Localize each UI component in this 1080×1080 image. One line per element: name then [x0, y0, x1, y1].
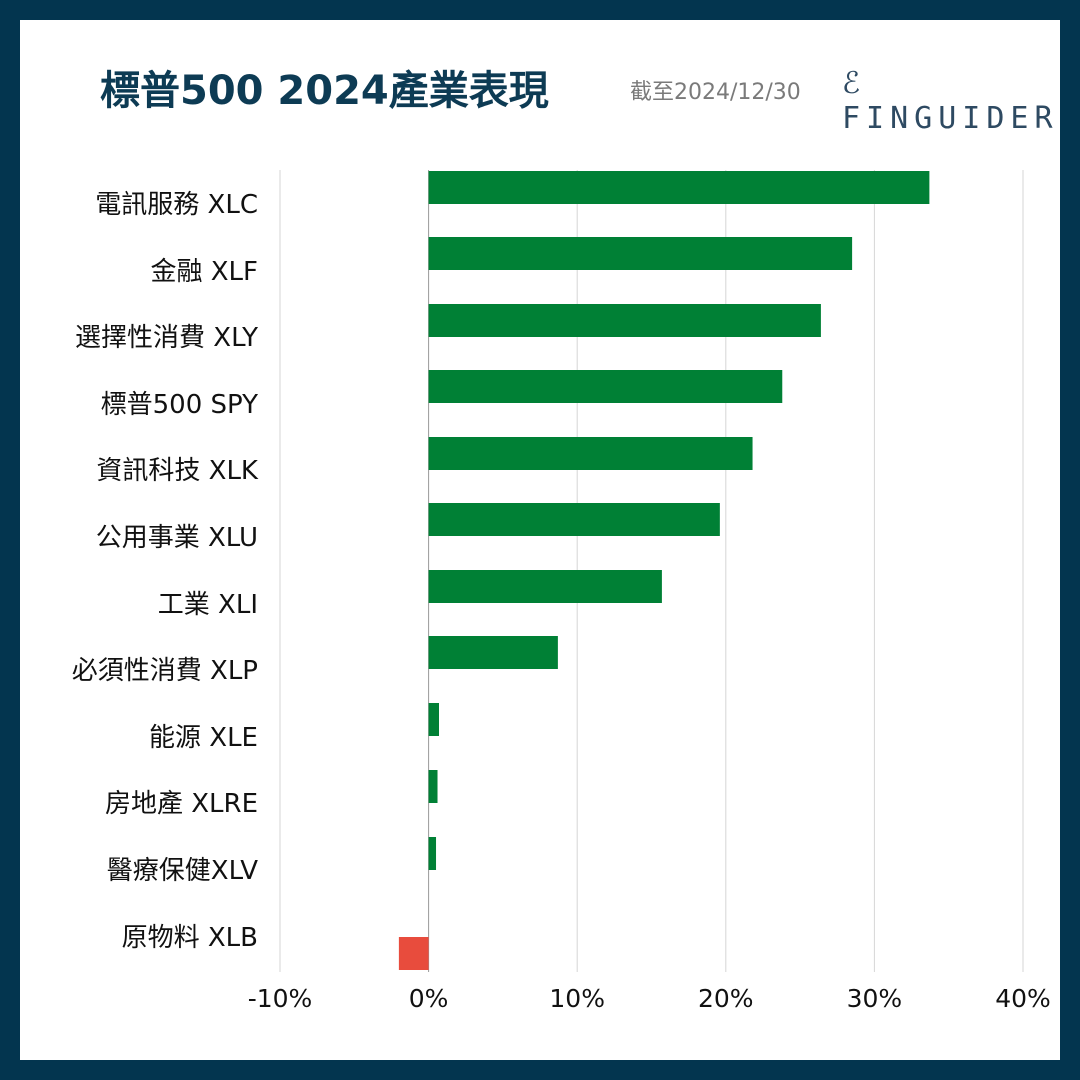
x-tick-label: 30%: [847, 984, 903, 1013]
bar: [428, 503, 720, 536]
category-label: 資訊科技 XLK: [96, 456, 259, 486]
bar: [398, 937, 429, 970]
bar: [428, 703, 440, 736]
category-label: 標普500 SPY: [101, 390, 259, 420]
bar: [428, 636, 558, 669]
category-label: 必須性消費 XLP: [72, 656, 258, 686]
x-tick-label: 40%: [995, 984, 1051, 1013]
bar: [428, 770, 438, 803]
category-label: 工業 XLI: [158, 590, 258, 620]
category-label: 公用事業 XLU: [96, 523, 258, 553]
bar: [428, 171, 930, 204]
category-label: 房地產 XLRE: [105, 789, 258, 819]
category-label: 能源 XLE: [149, 723, 258, 753]
category-label: 原物料 XLB: [122, 923, 258, 953]
bar: [428, 237, 853, 270]
x-tick-label: 20%: [698, 984, 754, 1013]
category-label: 選擇性消費 XLY: [75, 323, 258, 353]
x-tick-label: -10%: [248, 984, 313, 1013]
bar: [428, 304, 821, 337]
category-label: 電訊服務 XLC: [95, 190, 258, 220]
bar: [428, 437, 753, 470]
x-tick-label: 0%: [409, 984, 449, 1013]
category-label: 金融 XLF: [150, 257, 258, 287]
logo-text: FINGUIDER: [842, 101, 1059, 136]
bar: [428, 837, 437, 870]
x-tick-label: 10%: [549, 984, 605, 1013]
finguider-logo: ℰ FINGUIDER: [842, 66, 1059, 136]
category-label: 醫療保健XLV: [107, 856, 258, 886]
bar: [428, 570, 662, 603]
date-label: 截至2024/12/30: [630, 80, 801, 105]
bar: [428, 370, 783, 403]
page-title: 標普500 2024產業表現: [100, 68, 549, 114]
